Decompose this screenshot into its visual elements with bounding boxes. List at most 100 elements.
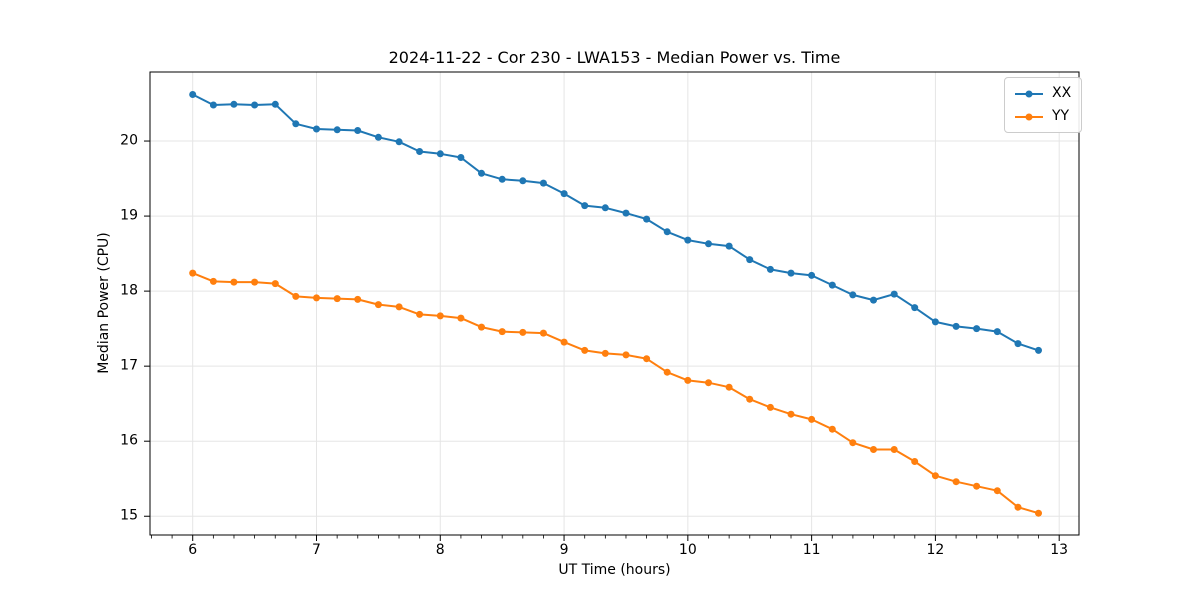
data-point-yy (808, 415, 816, 423)
data-point-yy (1035, 509, 1042, 517)
data-point-yy (663, 368, 671, 376)
x-tick-label: 12 (926, 542, 945, 558)
data-point-xx (539, 179, 547, 187)
data-point-xx (209, 101, 217, 109)
data-point-xx (890, 290, 898, 298)
data-point-xx (684, 236, 692, 244)
x-tick-label: 13 (1050, 542, 1069, 558)
data-point-xx (643, 215, 651, 223)
data-point-yy (416, 310, 424, 318)
data-point-xx (601, 204, 609, 212)
data-point-yy (189, 269, 197, 277)
data-point-yy (911, 458, 919, 465)
data-point-yy (973, 482, 981, 490)
y-tick-label: 16 (120, 432, 138, 449)
data-point-xx (725, 242, 733, 250)
data-point-xx (622, 209, 630, 217)
data-point-yy (374, 301, 382, 309)
data-point-xx (973, 325, 981, 333)
x-axis-label: UT Time (hours) (558, 562, 671, 578)
data-point-xx (333, 126, 341, 134)
legend-entry-yy: YY (1014, 107, 1071, 126)
data-point-xx (931, 318, 939, 326)
data-point-xx (663, 228, 671, 236)
legend-label-xx: XX (1052, 85, 1072, 101)
y-tick-label: 20 (120, 132, 138, 149)
y-tick-label: 19 (120, 207, 138, 224)
data-point-yy (519, 328, 527, 336)
data-point-xx (374, 133, 382, 141)
data-point-xx (251, 101, 259, 109)
data-point-yy (457, 314, 465, 322)
data-point-yy (952, 478, 960, 486)
data-point-yy (560, 338, 568, 346)
data-point-yy (292, 292, 300, 300)
data-point-yy (251, 278, 259, 286)
data-point-yy (395, 303, 403, 311)
data-point-xx (705, 240, 712, 248)
y-axis-label: Median Power (CPU) (96, 232, 112, 374)
data-point-yy (313, 294, 320, 302)
x-tick-label: 11 (802, 542, 821, 558)
data-point-yy (478, 323, 485, 331)
data-point-yy (271, 280, 279, 288)
data-point-xx (560, 190, 568, 198)
data-point-xx (581, 202, 589, 210)
legend-marker-yy-icon (1015, 113, 1043, 120)
data-point-xx (354, 127, 362, 134)
chart-title: 2024-11-22 - Cor 230 - LWA153 - Median P… (388, 48, 841, 67)
data-point-xx (189, 91, 197, 98)
legend-label-yy: YY (1052, 108, 1070, 124)
x-tick-label: 9 (559, 542, 569, 558)
data-point-xx (1035, 346, 1042, 354)
data-point-xx (292, 120, 300, 128)
data-point-xx (478, 169, 485, 177)
data-point-xx (808, 271, 816, 279)
data-point-yy (581, 346, 589, 354)
data-point-xx (952, 322, 960, 330)
data-point-yy (849, 439, 857, 447)
data-point-yy (787, 410, 795, 418)
data-point-xx (787, 269, 795, 277)
data-point-xx (993, 328, 1001, 336)
data-point-xx (395, 138, 403, 146)
data-point-yy (622, 351, 630, 359)
legend-marker-xx-icon (1015, 90, 1043, 97)
data-point-yy (705, 379, 712, 387)
x-tick-label: 6 (188, 542, 198, 558)
data-point-yy (931, 472, 939, 480)
data-point-xx (870, 296, 877, 304)
data-point-yy (870, 446, 877, 453)
data-point-yy (539, 329, 547, 337)
x-tick-label: 10 (678, 542, 697, 558)
data-point-xx (911, 304, 919, 312)
y-tick-label: 18 (120, 282, 138, 299)
data-point-yy (1014, 503, 1022, 511)
data-point-yy (890, 446, 898, 453)
data-point-xx (416, 148, 424, 155)
legend: XX YY (1004, 77, 1083, 133)
data-point-xx (766, 265, 774, 273)
data-point-yy (601, 349, 609, 357)
data-point-xx (519, 177, 527, 185)
data-point-xx (498, 175, 506, 183)
data-point-xx (271, 100, 279, 108)
data-point-yy (333, 295, 341, 303)
data-point-xx (849, 291, 857, 299)
data-point-yy (354, 295, 362, 303)
data-point-yy (746, 395, 754, 403)
legend-entry-xx: XX (1014, 84, 1071, 103)
data-point-yy (498, 328, 506, 336)
data-point-yy (230, 278, 238, 286)
data-point-xx (313, 125, 320, 133)
data-point-yy (828, 425, 836, 433)
x-tick-label: 7 (312, 542, 321, 558)
x-tick-label: 8 (435, 542, 445, 558)
data-point-yy (436, 312, 444, 320)
data-point-yy (209, 277, 217, 285)
series-line-xx (192, 93, 1039, 352)
data-point-xx (436, 150, 444, 158)
data-point-xx (828, 281, 836, 289)
